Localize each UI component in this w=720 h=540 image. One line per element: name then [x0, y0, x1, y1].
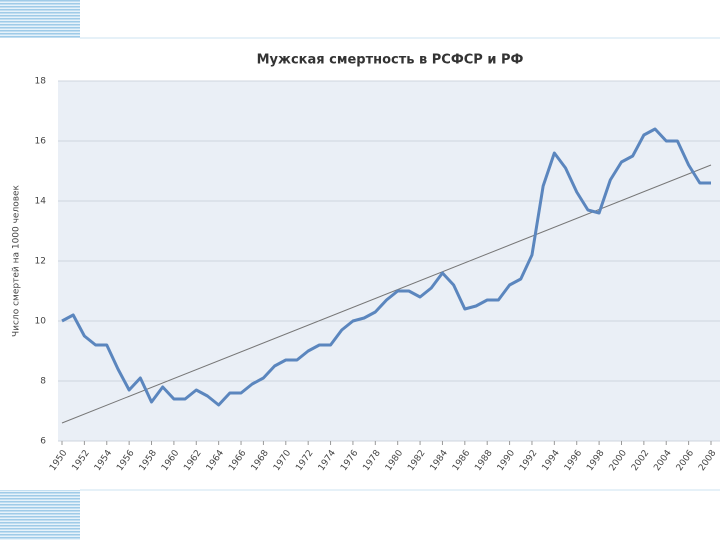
y-tick-label: 8 — [40, 377, 46, 387]
x-tick-label: 2004 — [652, 448, 673, 473]
x-tick-label: 1962 — [182, 448, 203, 472]
x-tick-label: 2006 — [675, 448, 696, 473]
x-tick-label: 1968 — [250, 448, 271, 473]
y-tick-label: 10 — [35, 317, 47, 327]
x-tick-label: 2008 — [697, 448, 718, 473]
x-tick-label: 1986 — [451, 448, 472, 473]
decor-stripes — [0, 0, 80, 38]
y-tick-label: 12 — [35, 257, 46, 267]
x-tick-label: 1960 — [160, 448, 181, 473]
x-tick-label: 1976 — [339, 448, 360, 473]
x-tick-label: 1994 — [541, 448, 562, 473]
x-tick-label: 1992 — [518, 448, 539, 472]
y-tick-label: 6 — [40, 437, 46, 447]
x-tick-label: 1966 — [227, 448, 248, 473]
x-tick-label: 1996 — [563, 448, 584, 473]
data-line — [61, 127, 711, 407]
x-tick-label: 1970 — [272, 448, 293, 473]
chart-title: Мужская смертность в РСФСР и РФ — [257, 53, 524, 68]
x-tick-label: 1990 — [496, 448, 517, 473]
y-tick-label: 18 — [35, 77, 47, 87]
x-tick-label: 1982 — [406, 448, 427, 472]
x-tick-label: 1964 — [205, 448, 226, 473]
x-tick-label: 2000 — [608, 448, 629, 473]
y-tick-label: 16 — [35, 137, 47, 147]
x-tick-label: 1974 — [317, 448, 338, 473]
x-tick-label: 2002 — [630, 448, 651, 472]
x-tick-label: 1998 — [585, 448, 606, 473]
x-tick-label: 1954 — [93, 448, 114, 473]
decor-stripes — [0, 490, 80, 540]
x-tick-label: 1980 — [384, 448, 405, 473]
x-tick-label: 1956 — [115, 448, 136, 473]
y-axis-label: Число смертей на 1000 человек — [12, 184, 22, 337]
y-tick-label: 14 — [35, 197, 47, 207]
x-tick-label: 1978 — [361, 448, 382, 473]
x-tick-label: 1958 — [138, 448, 159, 473]
x-tick-label: 1950 — [48, 448, 69, 473]
trend-line — [61, 164, 712, 424]
x-tick-label: 1972 — [294, 448, 315, 472]
x-tick-label: 1984 — [429, 448, 450, 473]
x-tick-label: 1988 — [473, 448, 494, 473]
x-tick-label: 1952 — [71, 448, 92, 472]
